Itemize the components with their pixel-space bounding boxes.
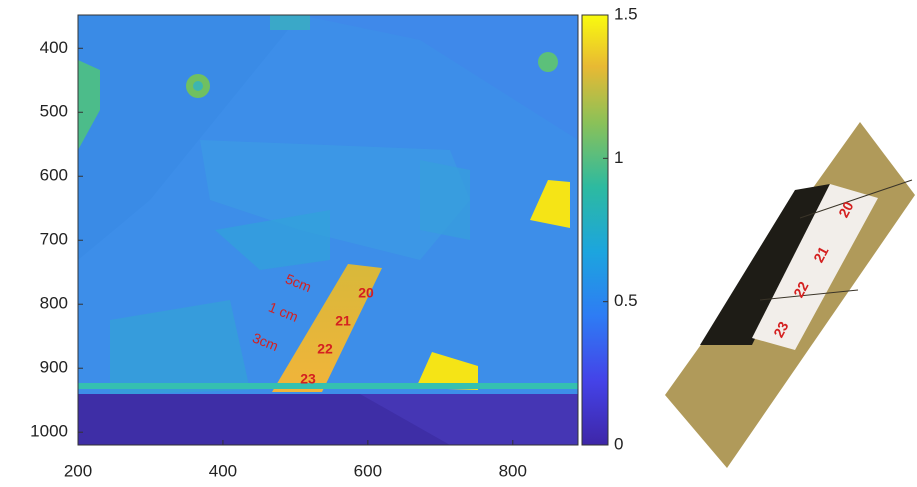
y-tick-label: 1000: [30, 422, 68, 441]
y-tick-label: 700: [40, 230, 68, 249]
annotation: 23: [300, 371, 316, 387]
heatmap-image: [78, 15, 578, 445]
y-tick-label: 500: [40, 102, 68, 121]
colorbar-tick-label: 1: [614, 148, 623, 167]
x-tick-label: 200: [64, 461, 92, 480]
colorbar-tick-label: 0.5: [614, 291, 638, 310]
y-tick-label: 800: [40, 294, 68, 313]
figure: 20212223 2004006008004005006007008009001…: [0, 0, 917, 487]
annotation: 22: [317, 341, 333, 357]
colorbar-tick-label: 0: [614, 434, 623, 453]
y-tick-label: 400: [40, 38, 68, 57]
x-tick-label: 800: [499, 461, 527, 480]
x-tick-label: 600: [354, 461, 382, 480]
y-tick-label: 900: [40, 358, 68, 377]
colorbar-tick-label: 1.5: [614, 4, 638, 23]
annotation: 20: [358, 285, 374, 301]
colorbar: [582, 15, 608, 445]
annotation: 21: [335, 313, 351, 329]
y-tick-label: 600: [40, 166, 68, 185]
x-tick-label: 400: [209, 461, 237, 480]
